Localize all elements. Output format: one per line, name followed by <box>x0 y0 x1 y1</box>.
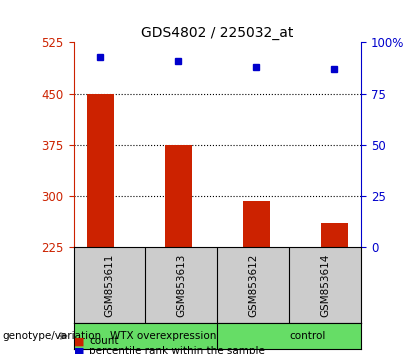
Bar <box>87 93 114 247</box>
Text: GSM853612: GSM853612 <box>248 253 258 317</box>
Text: control: control <box>289 331 326 341</box>
Bar <box>165 145 192 247</box>
Text: GSM853613: GSM853613 <box>176 253 186 317</box>
Text: GSM853614: GSM853614 <box>320 253 330 317</box>
Text: count: count <box>89 336 119 346</box>
Text: WTX overexpression: WTX overexpression <box>110 331 217 341</box>
Text: genotype/variation: genotype/variation <box>2 331 101 341</box>
Text: ■: ■ <box>74 336 84 346</box>
Bar <box>243 201 270 247</box>
Bar <box>321 223 348 247</box>
Text: ■: ■ <box>74 346 84 354</box>
Text: percentile rank within the sample: percentile rank within the sample <box>89 346 265 354</box>
Text: GSM853611: GSM853611 <box>105 253 115 317</box>
Title: GDS4802 / 225032_at: GDS4802 / 225032_at <box>141 26 294 40</box>
